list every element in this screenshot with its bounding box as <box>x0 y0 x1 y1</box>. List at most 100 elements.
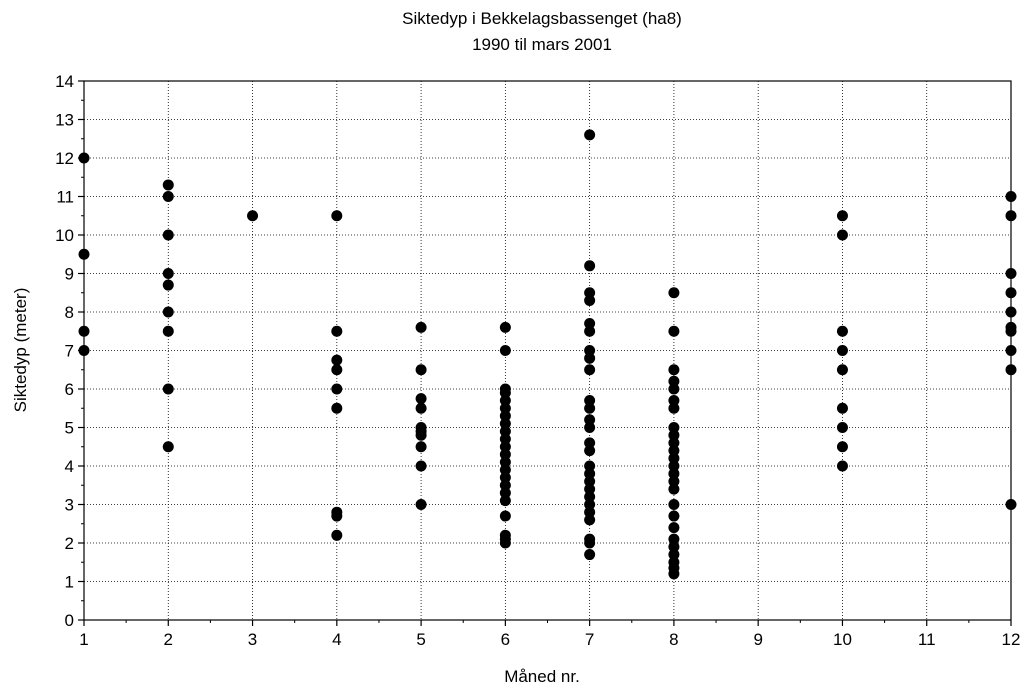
x-tick-label: 3 <box>248 630 257 649</box>
data-point <box>1005 210 1017 222</box>
data-point <box>668 460 680 472</box>
data-point <box>584 475 596 487</box>
y-tick-label: 6 <box>65 380 74 399</box>
data-point <box>162 441 174 453</box>
chart-title: Siktedyp i Bekkelagsbassenget (ha8) <box>402 9 682 28</box>
data-point <box>499 402 511 414</box>
data-point <box>1005 345 1017 356</box>
data-point <box>162 383 174 395</box>
data-points <box>78 129 1017 580</box>
data-point <box>668 541 680 553</box>
data-point <box>584 483 596 495</box>
y-tick-label: 9 <box>65 265 74 284</box>
data-point <box>668 383 680 395</box>
data-point <box>331 354 343 366</box>
data-point <box>836 402 848 414</box>
data-point <box>668 437 680 449</box>
data-point <box>584 437 596 449</box>
data-point <box>836 441 848 453</box>
y-axis-label: Siktedyp (meter) <box>11 288 30 413</box>
data-point <box>584 468 596 480</box>
data-point <box>584 318 596 330</box>
data-point <box>836 422 848 433</box>
data-point <box>836 364 848 376</box>
data-point <box>499 456 511 468</box>
data-point <box>584 499 596 510</box>
data-point <box>584 364 596 376</box>
x-tick-label: 4 <box>332 630 341 649</box>
data-point <box>584 422 596 433</box>
data-point <box>499 425 511 437</box>
data-point <box>584 549 596 561</box>
data-point <box>499 537 511 549</box>
data-point <box>499 433 511 445</box>
data-point <box>668 483 680 495</box>
data-point <box>668 452 680 464</box>
data-point <box>162 191 174 202</box>
data-point <box>584 537 596 549</box>
data-point <box>1005 287 1017 299</box>
data-point <box>668 445 680 457</box>
data-point <box>162 325 174 337</box>
data-point <box>499 487 511 499</box>
chart-subtitle: 1990 til mars 2001 <box>472 35 612 54</box>
data-point <box>499 510 511 522</box>
data-point <box>668 287 680 299</box>
data-point <box>499 345 511 356</box>
data-point <box>584 506 596 518</box>
y-tick-label: 13 <box>55 111 74 130</box>
data-point <box>668 422 680 433</box>
data-point <box>331 402 343 414</box>
y-tick-label: 7 <box>65 342 74 361</box>
data-point <box>78 325 90 337</box>
data-point <box>584 414 596 426</box>
data-point <box>668 533 680 545</box>
data-point <box>331 510 343 522</box>
data-point <box>162 229 174 241</box>
data-point <box>78 345 90 356</box>
data-point <box>1005 325 1017 337</box>
data-point <box>499 441 511 453</box>
x-axis-label: Måned nr. <box>504 667 580 686</box>
y-tick-label: 10 <box>55 226 74 245</box>
data-point <box>78 248 90 260</box>
data-point <box>162 179 174 191</box>
data-point <box>668 364 680 376</box>
data-point <box>668 499 680 510</box>
data-point <box>415 499 427 510</box>
y-tick-label: 12 <box>55 149 74 168</box>
data-point <box>1005 268 1017 279</box>
data-point <box>584 345 596 356</box>
data-point <box>415 321 427 333</box>
data-point <box>668 402 680 414</box>
data-point <box>584 325 596 337</box>
data-point <box>499 387 511 399</box>
data-point <box>499 479 511 491</box>
data-point <box>584 287 596 299</box>
data-point <box>331 210 343 222</box>
data-point <box>1005 499 1017 510</box>
x-tick-label: 6 <box>501 630 510 649</box>
data-point <box>836 345 848 356</box>
data-point <box>668 568 680 580</box>
data-point <box>499 464 511 476</box>
x-tick-label: 5 <box>416 630 425 649</box>
data-point <box>584 352 596 364</box>
data-point <box>584 491 596 503</box>
data-point <box>247 210 259 222</box>
data-point <box>499 321 511 333</box>
data-point <box>499 418 511 430</box>
x-tick-label: 8 <box>669 630 678 649</box>
data-point <box>584 514 596 526</box>
data-point <box>668 468 680 480</box>
data-point <box>415 364 427 376</box>
data-point <box>499 472 511 484</box>
x-tick-label: 7 <box>585 630 594 649</box>
y-tick-label: 0 <box>65 611 74 630</box>
data-point <box>1005 191 1017 202</box>
data-point <box>415 429 427 441</box>
data-point <box>499 448 511 460</box>
x-tick-label: 9 <box>753 630 762 649</box>
